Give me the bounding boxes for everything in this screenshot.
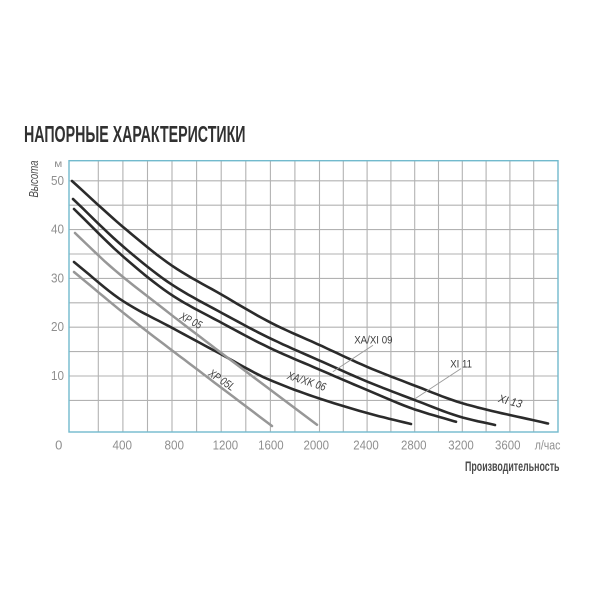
svg-text:XA/XI 09: XA/XI 09 [354, 334, 392, 346]
svg-text:2000: 2000 [304, 438, 330, 453]
svg-text:1600: 1600 [258, 438, 284, 453]
svg-text:НАПОРНЫЕ ХАРАКТЕРИСТИКИ: НАПОРНЫЕ ХАРАКТЕРИСТИКИ [24, 121, 246, 147]
svg-text:20: 20 [51, 319, 64, 334]
svg-text:3600: 3600 [495, 438, 521, 453]
svg-text:0: 0 [55, 438, 62, 453]
svg-text:400: 400 [113, 438, 133, 453]
svg-text:2400: 2400 [353, 438, 379, 453]
svg-text:10: 10 [51, 368, 64, 383]
svg-text:40: 40 [51, 222, 64, 237]
svg-text:2800: 2800 [401, 438, 427, 453]
svg-text:м: м [54, 158, 62, 170]
svg-text:3200: 3200 [448, 438, 474, 453]
svg-text:800: 800 [165, 438, 185, 453]
svg-text:1200: 1200 [213, 438, 239, 453]
svg-text:Производительность: Производительность [465, 459, 560, 474]
svg-text:XI 11: XI 11 [450, 359, 472, 371]
svg-text:50: 50 [51, 173, 64, 188]
svg-text:30: 30 [51, 270, 64, 285]
svg-text:л/час: л/час [535, 438, 561, 453]
svg-text:Высота: Высота [27, 160, 41, 197]
